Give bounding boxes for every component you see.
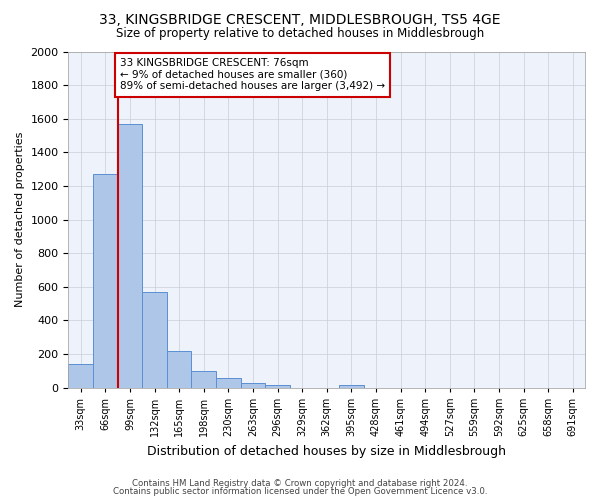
Bar (241, 384, 265, 388)
Bar (93, 174, 118, 388)
Bar (142, 292, 167, 388)
Text: 33, KINGSBRIDGE CRESCENT, MIDDLESBROUGH, TS5 4GE: 33, KINGSBRIDGE CRESCENT, MIDDLESBROUGH,… (99, 12, 501, 26)
Bar (191, 371, 216, 388)
Bar (118, 124, 142, 388)
Text: Contains public sector information licensed under the Open Government Licence v3: Contains public sector information licen… (113, 487, 487, 496)
Bar (339, 385, 364, 388)
Bar (68, 364, 93, 388)
Bar (216, 378, 241, 388)
Bar (167, 350, 191, 388)
Bar (265, 385, 290, 388)
Text: Contains HM Land Registry data © Crown copyright and database right 2024.: Contains HM Land Registry data © Crown c… (132, 478, 468, 488)
Y-axis label: Number of detached properties: Number of detached properties (15, 132, 25, 308)
Text: Size of property relative to detached houses in Middlesbrough: Size of property relative to detached ho… (116, 28, 484, 40)
X-axis label: Distribution of detached houses by size in Middlesbrough: Distribution of detached houses by size … (147, 444, 506, 458)
Text: 33 KINGSBRIDGE CRESCENT: 76sqm
← 9% of detached houses are smaller (360)
89% of : 33 KINGSBRIDGE CRESCENT: 76sqm ← 9% of d… (120, 58, 385, 92)
